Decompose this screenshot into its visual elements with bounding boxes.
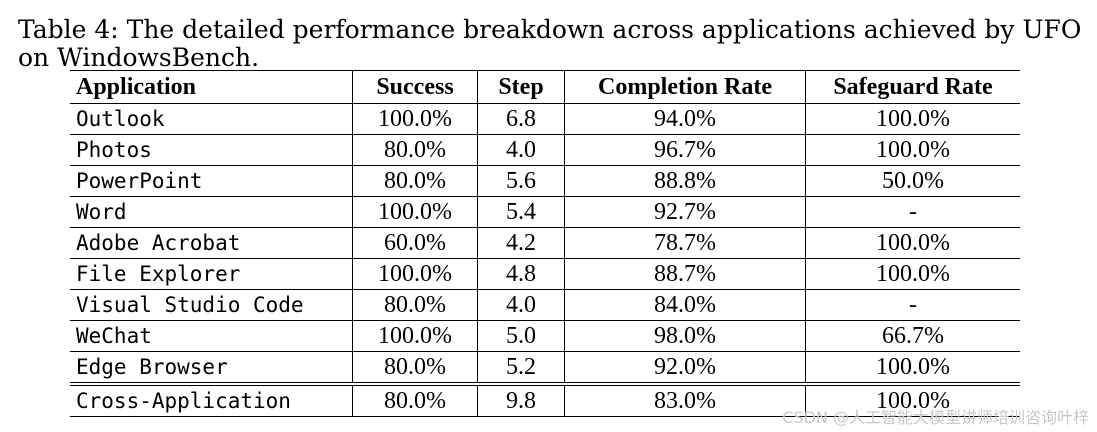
cell-success: 100.0% [352, 103, 478, 135]
cell-application: Visual Studio Code [70, 289, 353, 321]
watermark-text: CSDN @人工智能大模型讲师培训咨询叶梓 [782, 408, 1089, 427]
cell-completion-rate: 96.7% [564, 134, 806, 166]
table-body: Outlook 100.0% 6.8 94.0% 100.0% Photos 80.0% 4.… [70, 103, 1020, 417]
cell-application: File Explorer [70, 258, 353, 290]
cell-safeguard-rate: 100.0% [805, 134, 1020, 166]
cell-step: 5.0 [477, 320, 565, 352]
cell-step: 6.8 [477, 103, 565, 135]
cell-safeguard-rate: 50.0% [805, 165, 1020, 197]
cell-safeguard-rate: 66.7% [805, 320, 1020, 352]
cell-application: PowerPoint [70, 165, 353, 197]
cell-step: 4.2 [477, 227, 565, 259]
header-success: Success [352, 70, 478, 104]
table-row: Visual Studio Code 80.0% 4.0 84.0% - [70, 289, 1020, 321]
cell-completion-rate: 88.8% [564, 165, 806, 197]
table-caption: Table 4: The detailed performance breakd… [18, 15, 1082, 72]
header-application: Application [70, 70, 353, 104]
cell-success: 80.0% [352, 351, 478, 385]
cell-success: 80.0% [352, 289, 478, 321]
cell-step: 4.8 [477, 258, 565, 290]
header-safeguard-rate: Safeguard Rate [805, 70, 1020, 104]
cell-application: Outlook [70, 103, 353, 135]
cell-completion-rate: 98.0% [564, 320, 806, 352]
table-row-total: Cross-Application 80.0% 9.8 83.0% 100.0% [70, 382, 1020, 417]
cell-application: Cross-Application [70, 382, 353, 417]
cell-success: 80.0% [352, 382, 478, 417]
cell-application: WeChat [70, 320, 353, 352]
cell-step: 9.8 [477, 382, 565, 417]
table-row: Word 100.0% 5.4 92.7% - [70, 196, 1020, 228]
table-row: File Explorer 100.0% 4.8 88.7% 100.0% [70, 258, 1020, 290]
cell-step: 5.6 [477, 165, 565, 197]
cell-completion-rate: 92.7% [564, 196, 806, 228]
header-step: Step [477, 70, 565, 104]
cell-success: 100.0% [352, 258, 478, 290]
cell-application: Word [70, 196, 353, 228]
cell-completion-rate: 94.0% [564, 103, 806, 135]
cell-safeguard-rate: 100.0% [805, 103, 1020, 135]
cell-success: 80.0% [352, 134, 478, 166]
cell-success: 80.0% [352, 165, 478, 197]
cell-application: Edge Browser [70, 351, 353, 385]
cell-application: Adobe Acrobat [70, 227, 353, 259]
cell-completion-rate: 92.0% [564, 351, 806, 385]
table-row: Photos 80.0% 4.0 96.7% 100.0% [70, 134, 1020, 166]
performance-table-container: Application Success Step Completion Rate… [70, 70, 1020, 417]
table-row: Adobe Acrobat 60.0% 4.2 78.7% 100.0% [70, 227, 1020, 259]
cell-safeguard-rate: 100.0% [805, 382, 1020, 417]
cell-success: 60.0% [352, 227, 478, 259]
cell-completion-rate: 83.0% [564, 382, 806, 417]
cell-step: 5.2 [477, 351, 565, 385]
cell-safeguard-rate: - [805, 196, 1020, 228]
table-row: Edge Browser 80.0% 5.2 92.0% 100.0% [70, 351, 1020, 385]
cell-step: 4.0 [477, 134, 565, 166]
cell-completion-rate: 78.7% [564, 227, 806, 259]
header-completion-rate: Completion Rate [564, 70, 806, 104]
cell-completion-rate: 84.0% [564, 289, 806, 321]
table-row: Outlook 100.0% 6.8 94.0% 100.0% [70, 103, 1020, 135]
cell-completion-rate: 88.7% [564, 258, 806, 290]
performance-table: Application Success Step Completion Rate… [70, 70, 1020, 417]
cell-safeguard-rate: - [805, 289, 1020, 321]
cell-success: 100.0% [352, 196, 478, 228]
cell-safeguard-rate: 100.0% [805, 258, 1020, 290]
table-header-row: Application Success Step Completion Rate… [70, 70, 1020, 104]
cell-safeguard-rate: 100.0% [805, 227, 1020, 259]
cell-safeguard-rate: 100.0% [805, 351, 1020, 385]
cell-step: 5.4 [477, 196, 565, 228]
cell-application: Photos [70, 134, 353, 166]
table-row: WeChat 100.0% 5.0 98.0% 66.7% [70, 320, 1020, 352]
table-row: PowerPoint 80.0% 5.6 88.8% 50.0% [70, 165, 1020, 197]
cell-step: 4.0 [477, 289, 565, 321]
cell-success: 100.0% [352, 320, 478, 352]
